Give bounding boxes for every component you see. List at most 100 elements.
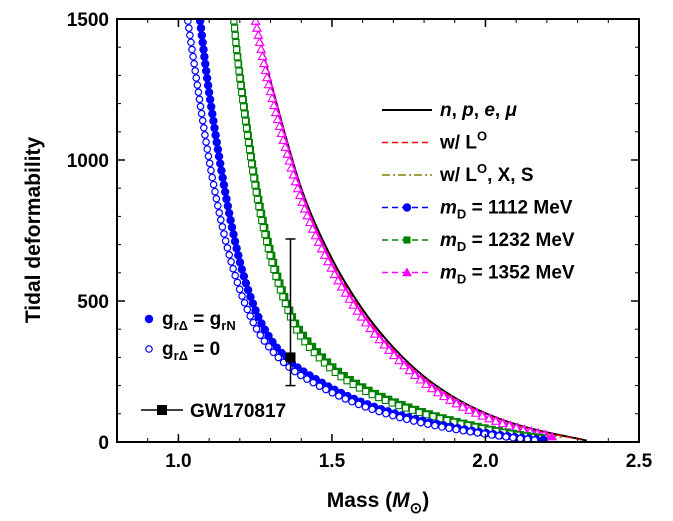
- x-tick-label-1: 1.5: [319, 451, 346, 472]
- data-point-m1112_open-5: [189, 52, 197, 61]
- data-point-m1232_open-33: [266, 252, 274, 260]
- data-point-m1352_open-39: [336, 281, 347, 291]
- data-point-m1232_open-9: [237, 81, 245, 89]
- data-point-m1112_open-20: [205, 159, 214, 168]
- data-point-m1232_open-21: [249, 167, 257, 175]
- data-point-m1112_open-87: [530, 436, 539, 442]
- data-point-m1112_open-71: [416, 418, 425, 427]
- gw170817-marker: [285, 352, 296, 363]
- data-point-m1112_filled-16: [211, 130, 220, 140]
- data-point-m1352_open-38: [333, 275, 343, 285]
- data-point-m1232_open-29: [259, 224, 267, 232]
- data-point-m1232_open-24: [252, 188, 260, 196]
- data-point-m1232_open-37: [274, 279, 282, 287]
- data-point-m1112_open-58: [328, 389, 337, 397]
- legend-label-m1232-part-0: m: [440, 230, 457, 251]
- legend-label-m1112: mD = 1112 MeV: [440, 198, 573, 222]
- data-point-m1112_filled-14: [209, 116, 218, 126]
- data-point-m1112_filled-5: [200, 52, 209, 61]
- data-point-m1352_open-42: [348, 299, 359, 309]
- data-point-m1352_open-64: [464, 404, 475, 414]
- data-point-m1352_open-43: [352, 305, 363, 315]
- data-point-m1112_filled-32: [232, 244, 241, 253]
- data-point-m1112_open-82: [495, 432, 503, 440]
- data-point-m1112_open-70: [409, 417, 418, 425]
- data-point-m1232_open-17: [244, 138, 252, 147]
- data-point-m1352_open-9: [263, 79, 274, 89]
- data-point-m1112_filled-18: [213, 145, 223, 154]
- data-point-m1112_filled-11: [205, 95, 215, 104]
- data-point-m1112_open-44: [252, 325, 261, 333]
- data-point-m1352_open-31: [310, 230, 321, 240]
- data-point-m1232_open-61: [388, 399, 396, 407]
- data-point-m1112_open-9: [193, 81, 202, 89]
- y-tick-label-0: 0: [98, 433, 109, 454]
- series-line-m1232_filled: [233, 19, 547, 439]
- legend-label-m1352-part-2: = 1352 MeV: [466, 263, 575, 284]
- data-point-m1232_open-60: [381, 396, 389, 404]
- data-point-m1112_open-60: [341, 395, 350, 403]
- data-point-m1352_open-20: [284, 155, 295, 165]
- data-point-m1352_open-53: [399, 360, 410, 370]
- data-point-m1232_open-48: [310, 349, 318, 357]
- data-point-m1352_open-32: [313, 236, 324, 246]
- data-point-m1112_filled-37: [241, 278, 251, 288]
- data-point-m1112_open-61: [348, 397, 356, 406]
- data-point-m1352_open-41: [344, 293, 355, 303]
- data-point-m1112_open-1: [185, 24, 193, 32]
- data-point-m1112_open-73: [431, 421, 439, 430]
- data-point-m1232_open-0: [230, 19, 238, 25]
- data-point-m1112_open-75: [445, 424, 453, 433]
- legend-label-m1112-part-0: m: [440, 198, 457, 219]
- data-point-m1352_open-35: [322, 256, 333, 266]
- data-point-m1112_open-57: [322, 385, 330, 394]
- data-point-m1112_filled-7: [201, 66, 211, 76]
- data-point-m1112_filled-10: [204, 88, 214, 97]
- legend-marker-m1112: [402, 203, 412, 212]
- observation-layer: [285, 238, 296, 387]
- legend-coupling-marker-open: [145, 345, 153, 353]
- data-point-m1232_open-35: [270, 265, 278, 274]
- data-point-m1352_open-52: [393, 355, 404, 365]
- data-point-m1232_open-44: [293, 326, 301, 334]
- data-point-m1232_open-46: [301, 338, 309, 346]
- y-axis-title: Tidal deformability: [22, 137, 45, 324]
- legend-coupling-label-open-part-2: = 0: [188, 339, 220, 360]
- data-point-m1112_open-36: [231, 271, 240, 280]
- data-point-m1112_filled-36: [239, 272, 249, 281]
- data-point-m1352_open-11: [267, 93, 278, 103]
- data-point-m1352_open-22: [288, 169, 299, 179]
- data-point-m1352_open-0: [250, 19, 261, 25]
- legend-label-m1232-part-1: D: [457, 239, 466, 254]
- data-point-m1112_open-34: [227, 257, 235, 266]
- data-point-m1112_filled-34: [235, 258, 245, 267]
- data-point-m1352_open-44: [356, 311, 367, 321]
- data-point-m1112_filled-30: [229, 230, 238, 239]
- legend-label-wLXS-part-1: O: [477, 161, 487, 176]
- data-point-m1352_open-34: [319, 249, 330, 259]
- data-point-m1352_open-3: [254, 37, 265, 46]
- data-point-m1352_open-59: [432, 387, 443, 397]
- data-point-m1232_open-28: [258, 217, 266, 225]
- data-point-m1112_open-27: [215, 208, 224, 217]
- data-point-m1232_open-11: [239, 96, 247, 104]
- data-point-m1232_open-4: [232, 46, 241, 54]
- data-point-m1232_open-47: [305, 343, 313, 351]
- legend-label-m1112-part-1: D: [457, 207, 466, 222]
- data-point-m1112_open-85: [516, 434, 525, 442]
- data-point-m1352_open-2: [253, 29, 264, 39]
- data-point-m1352_open-49: [379, 339, 389, 349]
- data-point-m1232_open-8: [236, 74, 244, 82]
- data-point-m1112_open-67: [389, 411, 397, 420]
- data-point-m1232_open-22: [250, 174, 258, 182]
- data-point-m1352_open-69: [497, 418, 508, 428]
- legend-coupling-label-filled-part-3: rN: [221, 318, 235, 333]
- data-point-m1112_open-4: [188, 45, 196, 54]
- data-point-m1112_filled-27: [224, 208, 234, 218]
- data-point-m1112_open-79: [473, 429, 482, 437]
- data-point-m1352_open-8: [262, 72, 272, 82]
- data-point-m1112_open-39: [238, 292, 246, 300]
- data-point-m1352_open-4: [256, 44, 266, 53]
- data-point-m1112_filled-8: [202, 73, 212, 83]
- data-point-m1112_open-31: [221, 237, 230, 245]
